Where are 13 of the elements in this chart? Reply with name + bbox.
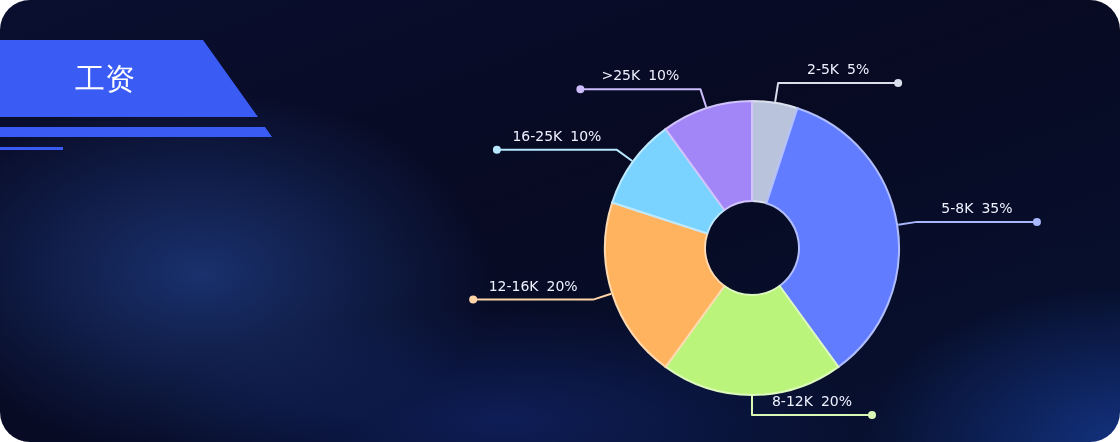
text: 工资 — [74, 59, 136, 98]
slice-label: 5-8K — [941, 199, 975, 216]
data-label: 20% — [546, 277, 578, 294]
data-label: 10% — [648, 67, 680, 84]
slice-label: 8-12K — [771, 393, 814, 409]
data-label: 10% — [570, 127, 602, 144]
slice-label: 2-5K — [806, 61, 840, 78]
data-label: 20% — [820, 393, 853, 409]
slice-label: 12-16K — [488, 277, 540, 294]
slice-label: 16-25K — [512, 127, 564, 144]
data-label: 5% — [847, 61, 870, 78]
slice-label: >25K — [601, 67, 642, 84]
data-label: 35% — [981, 199, 1013, 216]
